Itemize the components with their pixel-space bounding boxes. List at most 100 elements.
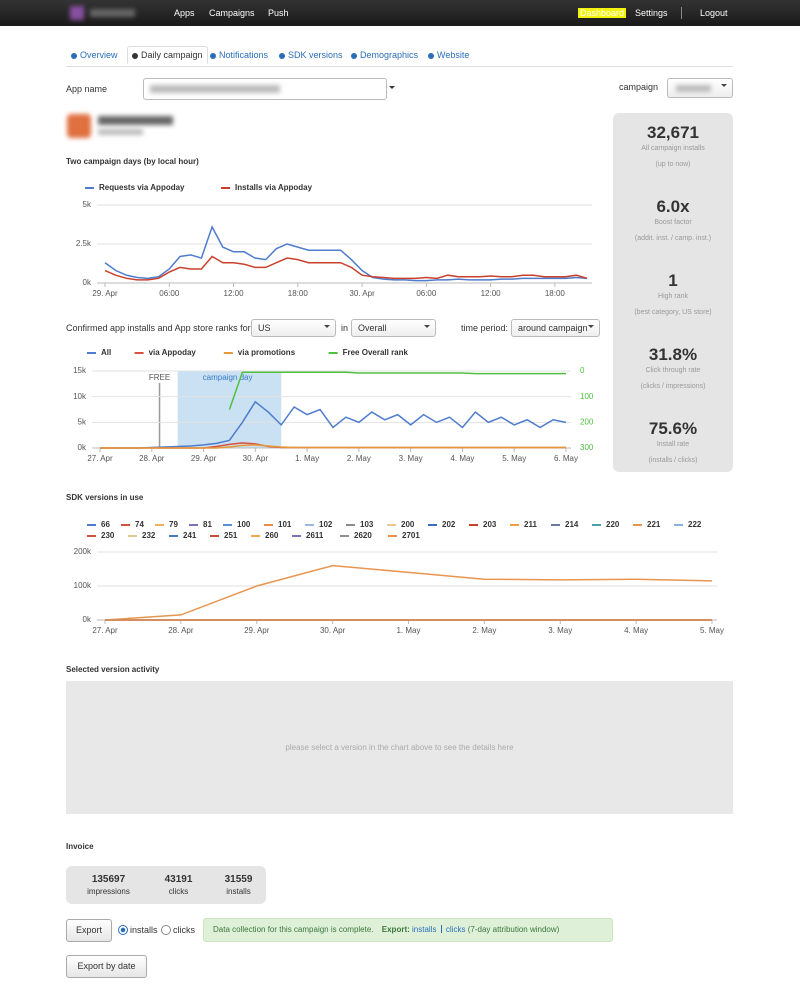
radio-clicks[interactable] bbox=[161, 925, 171, 935]
plot-line-label: FREE bbox=[149, 373, 170, 382]
tab[interactable]: Daily campaign bbox=[127, 46, 208, 64]
y-tick-label: 15k bbox=[73, 366, 87, 375]
x-tick-label: 06:00 bbox=[159, 289, 180, 298]
tab-label: SDK versions bbox=[288, 50, 343, 60]
x-tick-label: 29. Apr bbox=[191, 454, 217, 463]
export-button[interactable]: Export bbox=[66, 919, 112, 942]
y-tick-label: 10k bbox=[73, 392, 87, 401]
invoice-label: installs bbox=[226, 887, 251, 896]
export-by-date-button[interactable]: Export by date bbox=[66, 955, 147, 978]
period-label: time period: bbox=[461, 323, 509, 333]
rank-select[interactable]: Overall bbox=[351, 319, 436, 337]
filter-prefix: Confirmed app installs and App store ran… bbox=[66, 323, 251, 333]
legend-label: 230 bbox=[101, 531, 115, 540]
chart-title: SDK versions in use bbox=[66, 493, 144, 502]
tab-icon bbox=[351, 53, 357, 59]
x-tick-label: 28. Apr bbox=[168, 626, 194, 635]
message-text: Data collection for this campaign is com… bbox=[213, 925, 374, 934]
country-select[interactable]: US bbox=[251, 319, 336, 337]
tab[interactable]: Notifications bbox=[210, 50, 268, 60]
legend-label: 220 bbox=[606, 520, 620, 529]
legend-label: 202 bbox=[442, 520, 456, 529]
stat-label: Install rate bbox=[656, 441, 690, 448]
nav-separator bbox=[681, 7, 682, 19]
app-name-input[interactable] bbox=[143, 78, 387, 100]
filter-in: in bbox=[341, 323, 349, 333]
y-tick-label: 200k bbox=[74, 547, 92, 556]
nav-link[interactable]: Settings bbox=[635, 8, 668, 18]
y2-tick-label: 100 bbox=[580, 392, 594, 401]
legend-label: 2620 bbox=[354, 531, 372, 540]
legend-label: 200 bbox=[401, 520, 415, 529]
nav-link[interactable]: Push bbox=[268, 8, 289, 18]
tab-label: Demographics bbox=[360, 50, 419, 60]
nav-link[interactable]: Dashboard bbox=[578, 8, 627, 18]
legend-label: 214 bbox=[565, 520, 579, 529]
legend-label: 100 bbox=[237, 520, 251, 529]
x-tick-label: 3. May bbox=[399, 454, 423, 463]
status-message: Data collection for this campaign is com… bbox=[203, 918, 613, 942]
link-installs[interactable]: installs bbox=[412, 925, 437, 934]
tab-icon bbox=[71, 53, 77, 59]
section-title: Selected version activity bbox=[66, 665, 160, 674]
x-tick-label: 18:00 bbox=[545, 289, 566, 298]
link-separator bbox=[440, 925, 442, 933]
y-tick-label: 5k bbox=[78, 417, 87, 426]
legend-label: 102 bbox=[319, 520, 333, 529]
stat-note: (installs / clicks) bbox=[648, 457, 698, 464]
tab-icon bbox=[132, 53, 138, 59]
campaign-value bbox=[676, 85, 711, 92]
stat-value: 31.8% bbox=[648, 345, 698, 364]
tab-label: Notifications bbox=[219, 50, 269, 60]
y2-tick-label: 0 bbox=[580, 366, 585, 375]
x-tick-label: 6. May bbox=[554, 454, 578, 463]
y-tick-label: 5k bbox=[83, 200, 92, 209]
y-tick-label: 2.5k bbox=[76, 239, 92, 248]
nav-link[interactable]: Campaigns bbox=[209, 8, 255, 18]
tab[interactable]: Website bbox=[428, 50, 469, 60]
legend-label: 211 bbox=[524, 520, 537, 529]
app-name-label: App name bbox=[66, 84, 108, 94]
plot-band-label: campaign day bbox=[203, 373, 253, 382]
x-tick-label: 29. Apr bbox=[92, 289, 118, 298]
period-select[interactable]: around campaign bbox=[511, 319, 600, 337]
campaign-label: campaign bbox=[619, 82, 659, 92]
app-title bbox=[98, 116, 173, 125]
legend-label: 2701 bbox=[402, 531, 420, 540]
tab-label: Daily campaign bbox=[141, 50, 203, 60]
tab[interactable]: Demographics bbox=[351, 50, 418, 60]
legend-label: 79 bbox=[169, 520, 178, 529]
tab[interactable]: SDK versions bbox=[279, 50, 343, 60]
series-line bbox=[104, 255, 588, 281]
stat-note: (up to now) bbox=[655, 161, 691, 168]
legend-label: 221 bbox=[647, 520, 661, 529]
radio-installs[interactable] bbox=[118, 925, 128, 935]
invoice-value: 43191 bbox=[164, 874, 193, 885]
radio-label: clicks bbox=[173, 925, 195, 935]
campaign-select[interactable] bbox=[667, 78, 733, 98]
series-line bbox=[228, 371, 566, 410]
nav-link[interactable]: Logout bbox=[700, 8, 728, 18]
x-tick-label: 5. May bbox=[502, 454, 526, 463]
nav-link[interactable]: Apps bbox=[174, 8, 195, 18]
stat-label: High rank bbox=[658, 293, 688, 300]
legend-label: Installs via Appoday bbox=[235, 183, 313, 192]
app-subtitle bbox=[98, 129, 143, 135]
stat-label: All campaign installs bbox=[641, 145, 705, 152]
dropdown-caret[interactable] bbox=[389, 86, 395, 89]
x-tick-label: 1. May bbox=[295, 454, 319, 463]
x-tick-label: 18:00 bbox=[288, 289, 309, 298]
stat-note: (clicks / impressions) bbox=[640, 383, 706, 390]
invoice-panel: 135697 impressions 43191 clicks 31559 install… bbox=[66, 866, 266, 904]
tab-label: Website bbox=[437, 50, 470, 60]
x-tick-label: 30. Apr bbox=[320, 626, 346, 635]
tab-icon bbox=[428, 53, 434, 59]
link-clicks[interactable]: clicks bbox=[445, 925, 466, 934]
tab-rule bbox=[66, 66, 733, 67]
legend-label: via Appoday bbox=[149, 348, 197, 357]
tab[interactable]: Overview bbox=[71, 50, 118, 60]
legend-label: 103 bbox=[360, 520, 374, 529]
tab-label: Overview bbox=[80, 50, 118, 60]
series-line bbox=[100, 400, 567, 449]
